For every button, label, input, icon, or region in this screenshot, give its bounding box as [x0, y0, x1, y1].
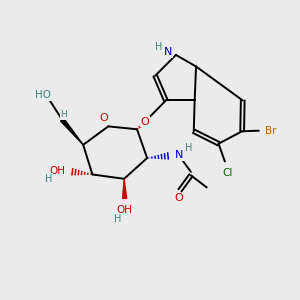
Text: N: N	[164, 47, 172, 57]
Text: H: H	[185, 143, 193, 153]
Text: H: H	[114, 214, 122, 224]
Text: O: O	[174, 194, 183, 203]
Text: O: O	[100, 113, 108, 123]
Text: H: H	[45, 174, 52, 184]
Text: OH: OH	[49, 166, 65, 176]
Polygon shape	[61, 118, 83, 145]
Text: O: O	[140, 117, 149, 127]
Text: OH: OH	[117, 205, 133, 215]
Text: HO: HO	[35, 90, 51, 100]
Text: Br: Br	[265, 126, 277, 136]
Polygon shape	[123, 179, 127, 198]
Text: Cl: Cl	[223, 168, 233, 178]
Text: H: H	[155, 42, 162, 52]
Text: N: N	[175, 150, 183, 160]
Text: H: H	[60, 110, 67, 119]
